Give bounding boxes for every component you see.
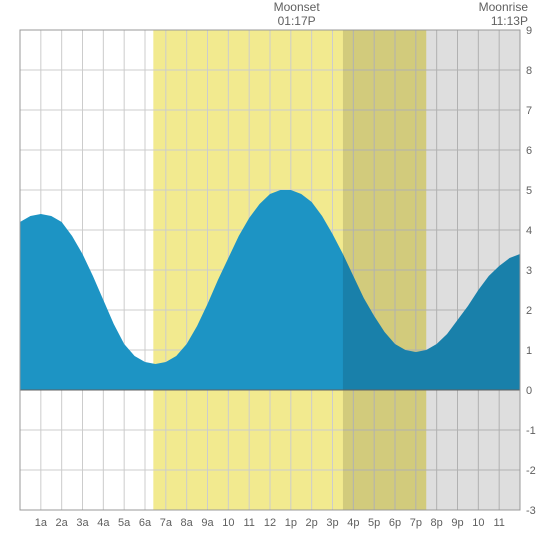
moonrise-label: Moonrise 11:13P (479, 0, 528, 29)
moonset-title: Moonset (274, 0, 320, 14)
svg-text:11: 11 (243, 517, 254, 529)
moonset-time: 01:17P (267, 14, 327, 28)
svg-text:3p: 3p (326, 517, 338, 529)
svg-text:2p: 2p (306, 517, 318, 529)
svg-text:5: 5 (526, 185, 532, 197)
svg-text:7a: 7a (160, 517, 173, 529)
svg-text:-1: -1 (526, 425, 536, 437)
svg-text:1: 1 (526, 345, 532, 357)
svg-text:5a: 5a (118, 517, 131, 529)
moonset-label: Moonset 01:17P (267, 0, 327, 29)
svg-text:7: 7 (526, 105, 532, 117)
svg-text:9a: 9a (201, 517, 214, 529)
svg-text:2a: 2a (56, 517, 69, 529)
svg-text:10: 10 (472, 517, 484, 529)
svg-text:3a: 3a (76, 517, 89, 529)
tide-chart: -3-2-101234567891a2a3a4a5a6a7a8a9a101112… (0, 0, 550, 550)
svg-text:6p: 6p (389, 517, 401, 529)
svg-text:6: 6 (526, 145, 532, 157)
svg-text:0: 0 (526, 385, 532, 397)
svg-text:-2: -2 (526, 465, 536, 477)
svg-text:12: 12 (264, 517, 276, 529)
svg-text:7p: 7p (410, 517, 422, 529)
svg-text:1a: 1a (35, 517, 48, 529)
chart-svg: -3-2-101234567891a2a3a4a5a6a7a8a9a101112… (0, 0, 550, 550)
svg-text:8a: 8a (181, 517, 194, 529)
svg-text:4: 4 (526, 225, 532, 237)
svg-text:8: 8 (526, 65, 532, 77)
svg-text:2: 2 (526, 305, 532, 317)
svg-text:10: 10 (222, 517, 234, 529)
svg-text:4p: 4p (347, 517, 359, 529)
svg-text:6a: 6a (139, 517, 152, 529)
moonrise-title: Moonrise (479, 0, 528, 14)
svg-text:9p: 9p (451, 517, 463, 529)
svg-text:1p: 1p (285, 517, 297, 529)
svg-text:4a: 4a (97, 517, 110, 529)
svg-text:8p: 8p (431, 517, 443, 529)
moonrise-time: 11:13P (479, 14, 528, 28)
svg-text:5p: 5p (368, 517, 380, 529)
svg-text:3: 3 (526, 265, 532, 277)
svg-text:11: 11 (493, 517, 504, 529)
svg-text:-3: -3 (526, 505, 536, 517)
